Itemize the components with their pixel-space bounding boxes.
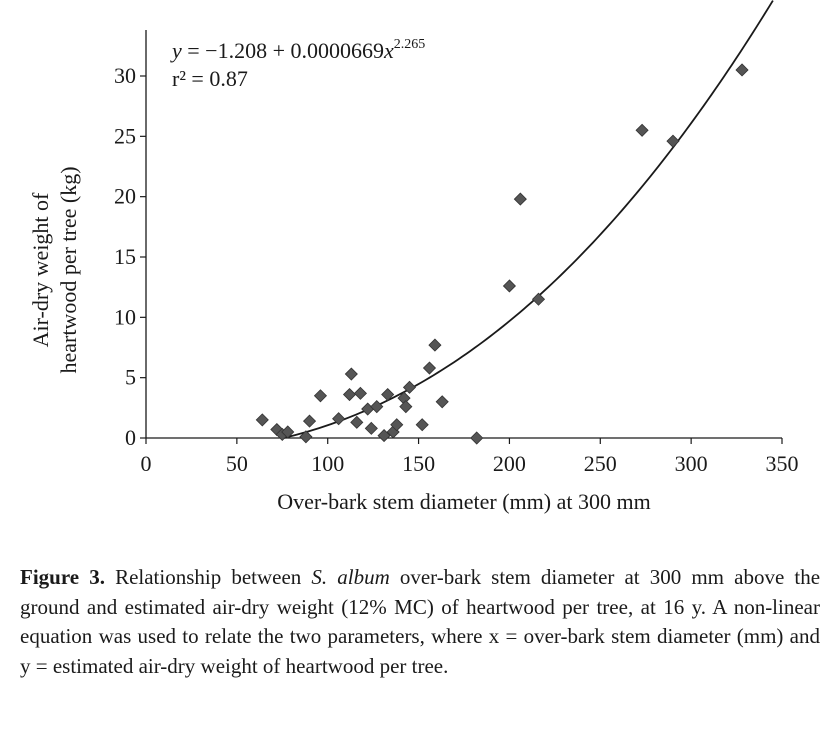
y-tick-label: 0 [125,425,136,450]
x-tick-label: 100 [311,451,344,476]
data-point [370,400,384,414]
data-point [435,395,449,409]
data-point [399,400,413,414]
data-point [299,430,313,444]
chart-axes [145,30,782,439]
caption-text-after: over-bark stem diameter at 300 mm above … [20,565,821,678]
caption-species: S. album [311,565,390,589]
data-point [428,338,442,352]
regression-equation: y = −1.208 + 0.0000669x2.265 [170,37,425,63]
equation-exponent: 2.265 [394,37,426,52]
equation-x-symbol: x [383,38,394,63]
y-tick-label: 10 [114,304,136,329]
data-point [735,63,749,77]
data-point [415,418,429,432]
data-point [390,418,404,432]
x-tick-label: 0 [141,451,152,476]
x-tick-label: 250 [584,451,617,476]
x-tick-label: 50 [226,451,248,476]
data-point [666,134,680,148]
equation-y-symbol: y [170,38,182,63]
data-point [381,387,395,402]
data-point [332,412,346,426]
y-tick-label: 25 [114,123,136,148]
y-axis-title-line-2: heartwood per tree (kg) [56,166,81,373]
data-point [342,387,357,402]
data-point [353,386,367,400]
data-point [361,402,375,416]
x-tick-label: 150 [402,451,435,476]
caption-label: Figure 3. [20,565,105,589]
y-tick-label: 5 [125,365,136,390]
x-axis-title: Over-bark stem diameter (mm) at 300 mm [277,489,650,514]
r-squared-label: r² = 0.87 [172,66,248,91]
data-points [255,63,749,445]
y-tick-label: 15 [114,244,136,269]
scatter-chart: 0 50 100 150 200 250 300 350 0 5 10 15 20 25 30 y = −1… [28,0,799,514]
y-tick-label: 30 [114,63,136,88]
chart-ticks: 0 50 100 150 200 250 300 350 0 5 10 15 20 25 30 [114,63,799,476]
x-tick-label: 350 [766,451,799,476]
figure-caption: Figure 3. Relationship between S. album … [20,563,820,681]
data-point [344,367,358,381]
data-point [531,292,546,306]
equation-body: = −1.208 + 0.0000669 [182,38,384,63]
data-point [302,414,317,428]
data-point [350,415,364,429]
data-point [255,413,269,427]
x-tick-label: 200 [493,451,526,476]
data-point [313,389,328,403]
y-axis-title-line-1: Air-dry weight of [28,192,53,347]
data-point [281,425,295,439]
y-tick-label: 20 [114,184,136,209]
data-point [377,429,391,443]
caption-text-before: Relationship between [104,565,312,589]
data-point [422,361,437,375]
data-point [635,123,649,137]
data-point [502,279,516,293]
data-point [402,380,417,394]
data-point [513,192,527,206]
x-tick-label: 300 [675,451,708,476]
data-point [364,421,378,435]
data-point [470,431,484,445]
